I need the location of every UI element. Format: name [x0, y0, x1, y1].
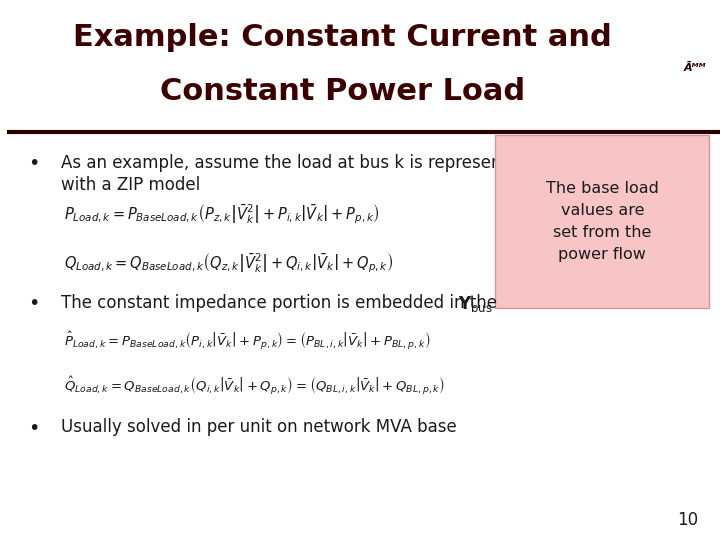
Text: $P_{Load,k} = P_{BaseLoad,k}\left(P_{z,k}\left|\bar{V}_k^2\right|+P_{i,k}\left|\: $P_{Load,k} = P_{BaseLoad,k}\left(P_{z,k…: [64, 202, 380, 226]
Text: As an example, assume the load at bus k is represented: As an example, assume the load at bus k …: [60, 154, 528, 172]
Text: •: •: [29, 418, 40, 437]
Text: $\hat{Q}_{Load,k} = Q_{BaseLoad,k}\left(Q_{i,k}\left|\bar{V}_k\right|+Q_{p,k}\ri: $\hat{Q}_{Load,k} = Q_{BaseLoad,k}\left(…: [64, 375, 445, 397]
Text: $\mathbf{Y}_{\mathrm{bus}}$: $\mathbf{Y}_{\mathrm{bus}}$: [459, 294, 493, 314]
Text: Āᴹᴹ: Āᴹᴹ: [684, 63, 706, 72]
Text: $Q_{Load,k} = Q_{BaseLoad,k}\left(Q_{z,k}\left|\bar{V}_k^2\right|+Q_{i,k}\left|\: $Q_{Load,k} = Q_{BaseLoad,k}\left(Q_{z,k…: [64, 251, 393, 275]
Text: The base load
values are
set from the
power flow: The base load values are set from the po…: [546, 180, 659, 262]
Text: with a ZIP model: with a ZIP model: [60, 176, 200, 193]
Text: Example: Constant Current and: Example: Constant Current and: [73, 23, 611, 52]
Text: $\hat{P}_{Load,k} = P_{BaseLoad,k}\left(P_{i,k}\left|\bar{V}_k\right|+P_{p,k}\ri: $\hat{P}_{Load,k} = P_{BaseLoad,k}\left(…: [64, 329, 431, 352]
Text: •: •: [29, 154, 40, 173]
Text: •: •: [29, 294, 40, 313]
Text: 10: 10: [678, 511, 698, 529]
Text: Constant Power Load: Constant Power Load: [160, 77, 525, 106]
Text: Usually solved in per unit on network MVA base: Usually solved in per unit on network MV…: [60, 418, 456, 436]
FancyBboxPatch shape: [7, 0, 720, 94]
FancyBboxPatch shape: [495, 135, 709, 308]
Text: The constant impedance portion is embedded in the: The constant impedance portion is embedd…: [60, 294, 502, 312]
